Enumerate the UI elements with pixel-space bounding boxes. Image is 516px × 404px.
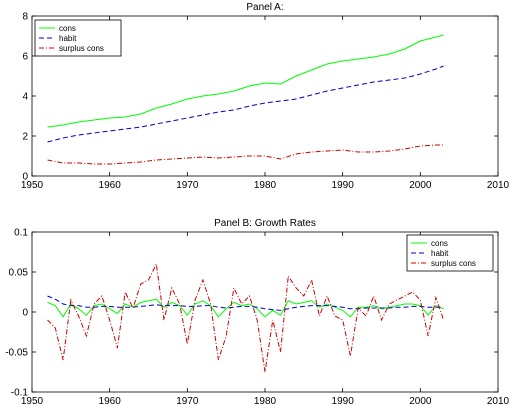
panel-b-y-tick-label: 0 <box>22 308 28 319</box>
panel-b-x-tick-label: 1950 <box>21 396 44 404</box>
panel-a-y-tick-label: 0 <box>22 172 28 183</box>
panel-b-y-tick-label: -0.05 <box>5 348 28 359</box>
panel-b-series-cons-line <box>47 298 444 318</box>
panel-b-title: Panel B: Growth Rates <box>214 218 316 229</box>
panel-a-x-tick-label: 2010 <box>487 180 510 191</box>
panel-b-y-tick-label: -0.1 <box>11 388 29 399</box>
panel-a-x-tick-label: 1990 <box>332 180 355 191</box>
panel-a-legend-label: surplus cons <box>59 44 104 53</box>
panel-a-x-tick-label: 1980 <box>254 180 277 191</box>
panel-b-x-tick-label: 2000 <box>409 396 432 404</box>
panel-b-x-tick-label: 1970 <box>176 396 199 404</box>
panel-a-y-tick-label: 2 <box>22 132 28 143</box>
panel-b-y-tick-label: 0.05 <box>9 268 29 279</box>
panel-b-series-habit-line <box>47 295 444 311</box>
panel-a-series-surplus-cons-line <box>47 144 444 165</box>
panel-a-title: Panel A: <box>246 2 283 13</box>
panel-a-x-tick-label: 2000 <box>409 180 432 191</box>
panel-a-y-tick-label: 4 <box>22 92 28 103</box>
panel-a-y-tick-label: 8 <box>22 12 28 23</box>
panel-b-series-surplus-cons-line <box>47 262 445 373</box>
panel-a-series-cons-line <box>47 34 444 128</box>
panel-a-y-tick-label: 6 <box>22 52 28 63</box>
panel-a-series-habit-line <box>47 65 444 143</box>
panel-b-chart: Panel B: Growth Rates 1950 1960 1970 1980 19… <box>5 218 509 404</box>
panel-a-chart: Panel A: 1950 1960 1970 1980 1990 2000 2010 0 2 4… <box>21 2 510 191</box>
panel-b-legend-label: habit <box>431 249 449 258</box>
panel-a-legend-label: habit <box>59 34 77 43</box>
panel-b-legend-label: surplus cons <box>431 259 476 268</box>
panel-a-legend-label: cons <box>59 24 76 33</box>
panel-a-x-tick-label: 1950 <box>21 180 44 191</box>
panel-b-x-tick-label: 1990 <box>332 396 355 404</box>
panel-b-y-tick-label: 0.1 <box>14 228 28 239</box>
panel-a-x-tick-label: 1970 <box>176 180 199 191</box>
panel-b-legend-label: cons <box>431 239 448 248</box>
panel-b-x-tick-label: 1980 <box>254 396 277 404</box>
panel-b-x-tick-label: 1960 <box>99 396 122 404</box>
panel-a-x-tick-label: 1960 <box>99 180 122 191</box>
panel-b-x-tick-label: 2010 <box>487 396 510 404</box>
